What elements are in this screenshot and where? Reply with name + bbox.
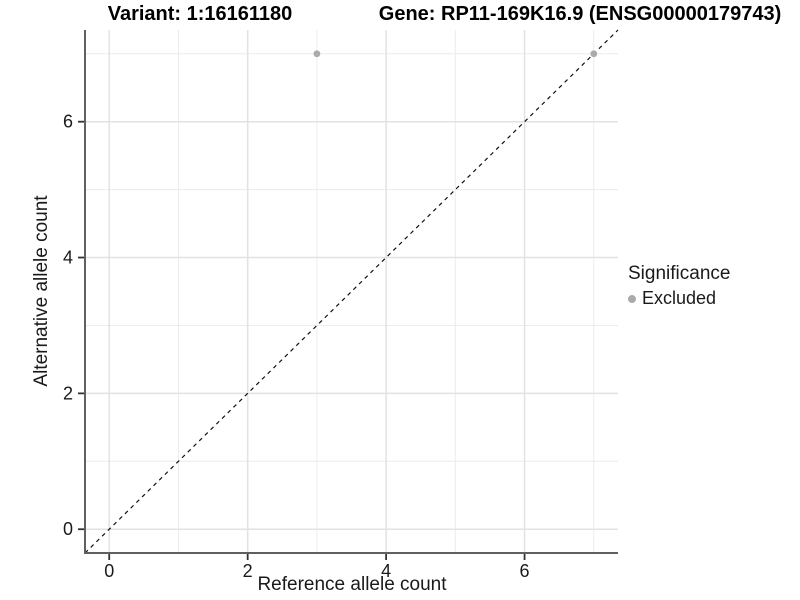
y-axis-title: Alternative allele count — [31, 195, 52, 387]
x-tick-label: 6 — [520, 561, 530, 581]
variant-title: Variant: 1:16161180 — [107, 3, 293, 25]
identity-line — [84, 29, 619, 554]
x-tick-label: 2 — [243, 561, 253, 581]
y-tick-label: 6 — [63, 112, 73, 132]
excluded-point-icon — [628, 294, 636, 303]
legend-item-label: Excluded — [642, 288, 717, 308]
x-tick-label: 0 — [104, 561, 114, 581]
y-tick-label: 4 — [63, 248, 73, 268]
data-point — [590, 50, 598, 58]
legend: Significance Excluded — [628, 263, 730, 309]
legend-title: Significance — [628, 263, 731, 284]
x-axis-title: Reference allele count — [257, 574, 447, 595]
x-tick-label: 4 — [381, 561, 391, 581]
gene-title: Gene: RP11-169K16.9 (ENSG00000179743) — [378, 3, 782, 25]
y-tick-label: 0 — [63, 519, 73, 539]
data-point — [313, 50, 321, 58]
y-tick-label: 2 — [63, 383, 73, 403]
legend-item-excluded: Excluded — [628, 288, 730, 309]
